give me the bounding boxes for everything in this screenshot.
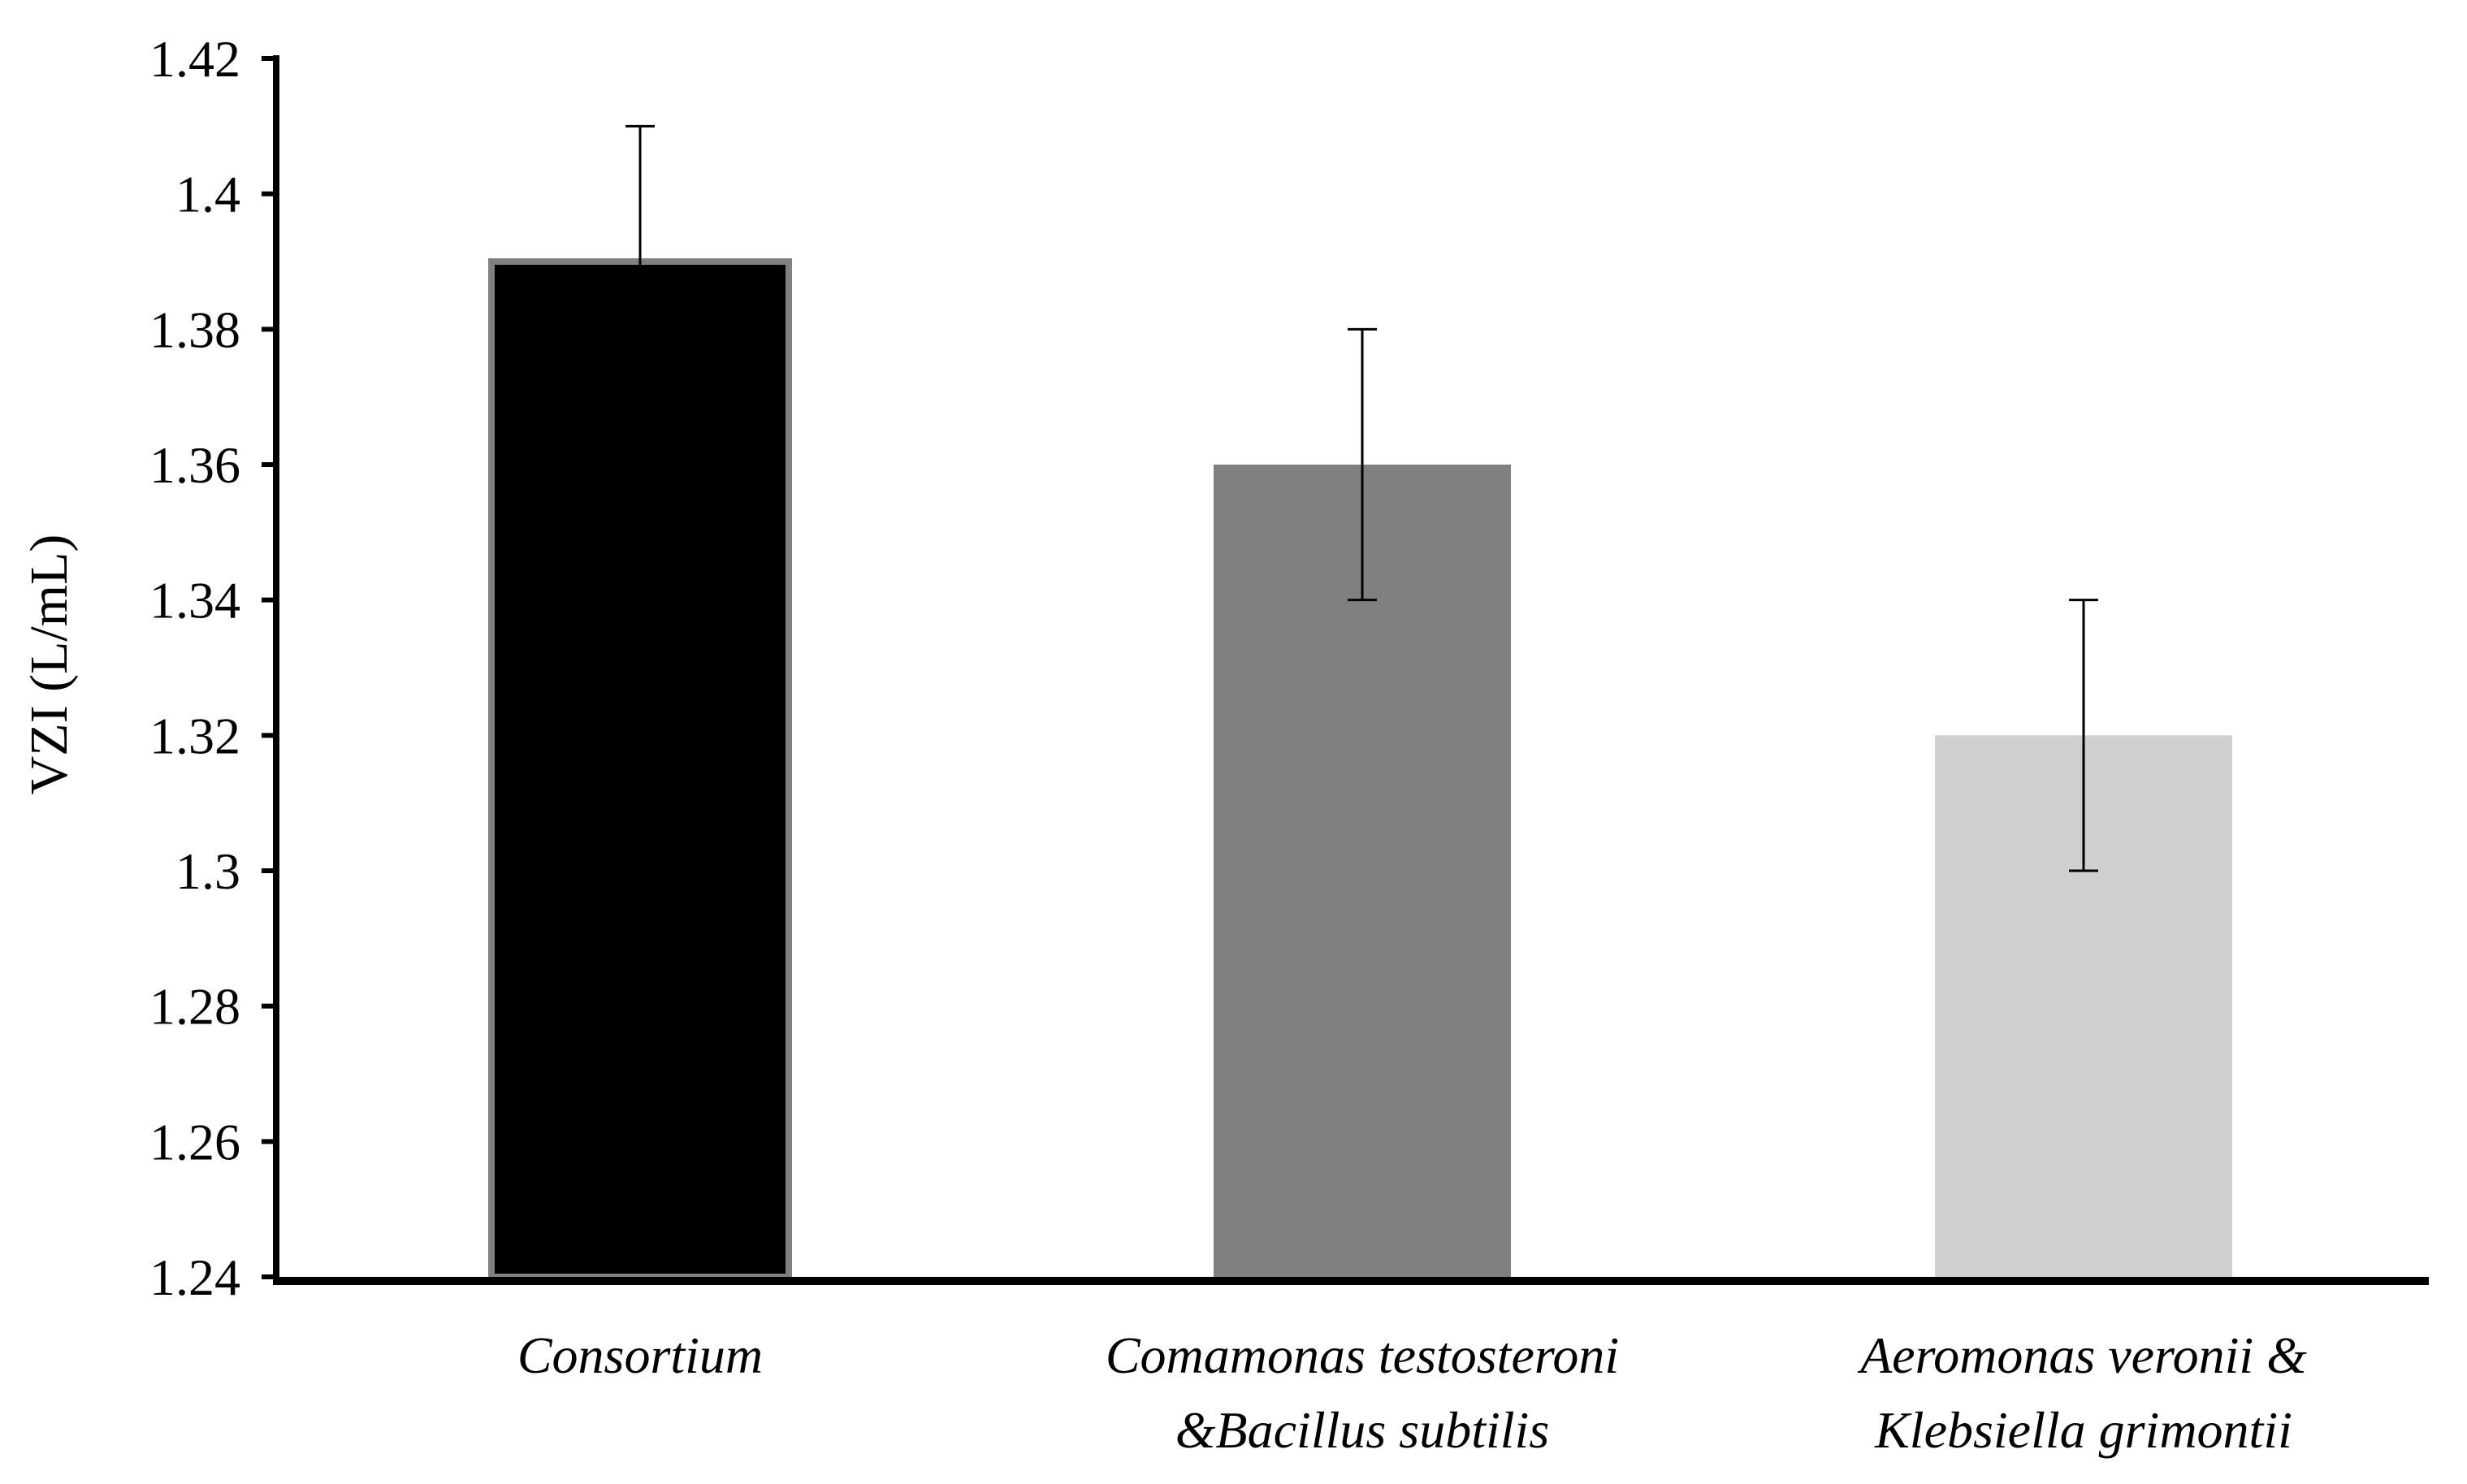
y-ticks: 1.24 1.26 1.28 1.3 1.32 1.34 1.36 1.38 1.4 1.42 (149, 30, 276, 1306)
y-tick-label: 1.26 (149, 1113, 240, 1170)
x-category-label: Comamonas testosteroni &Bacillus subtilis (1106, 1326, 1619, 1459)
y-tick-label: 1.36 (149, 436, 240, 494)
x-category-label-line: &Bacillus subtilis (1175, 1401, 1549, 1459)
y-tick-label: 1.28 (149, 978, 240, 1036)
bar (488, 258, 792, 1280)
error-bars (625, 124, 2098, 872)
x-category-labels: Consortium Comamonas testosteroni &Bacillu… (517, 1326, 2307, 1459)
y-tick-label: 1.4 (175, 166, 240, 223)
axes (273, 55, 2429, 1285)
y-tick-label: 1.42 (149, 30, 240, 88)
x-category-label: Aeromonas veronii & Klebsiella grimontii (1857, 1326, 2307, 1459)
y-axis-title-group: VZI (L/mL) (19, 534, 79, 795)
x-category-label-line: Aeromonas veronii & (1857, 1326, 2307, 1384)
y-tick-label: 1.32 (149, 707, 240, 764)
y-tick-label: 1.3 (175, 842, 240, 900)
y-axis-title: VZI (L/mL) (19, 534, 79, 795)
y-tick-label: 1.38 (149, 301, 240, 358)
x-category-label-line: Consortium (517, 1326, 763, 1384)
x-category-label: Consortium (517, 1326, 763, 1384)
y-tick-label: 1.34 (149, 572, 240, 630)
x-category-label-line: Comamonas testosteroni (1106, 1326, 1619, 1384)
y-tick-label: 1.24 (149, 1248, 240, 1306)
x-category-label-line: Klebsiella grimontii (1874, 1401, 2292, 1459)
